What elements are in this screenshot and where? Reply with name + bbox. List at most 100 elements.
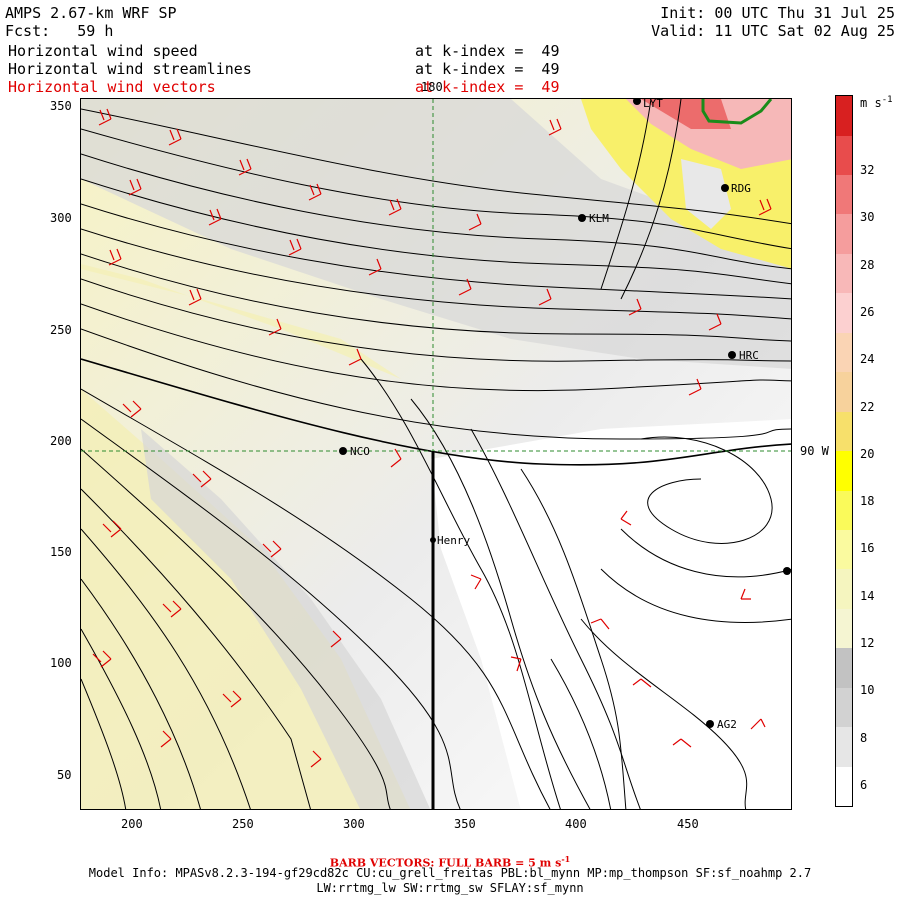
svg-text:AG2: AG2: [717, 718, 737, 731]
colorbar-tick-label: 12: [860, 636, 875, 650]
colorbar-unit-exp: -1: [881, 95, 893, 105]
field-name-vectors: Horizontal wind vectors: [8, 78, 216, 96]
svg-text:LYT: LYT: [643, 99, 663, 110]
wind-barb: [390, 448, 402, 468]
streamlines: [81, 99, 791, 809]
colorbar-swatch: [836, 372, 852, 412]
field-level-streamlines: at k-index = 49: [415, 60, 560, 78]
model-info-line-2: LW:rrtmg_lw SW:rrtmg_sw SFLAY:sf_mynn: [316, 881, 584, 895]
wind-barb: [628, 298, 642, 316]
wind-barb: [268, 318, 282, 336]
colorbar-swatch: [836, 727, 852, 767]
coastline: [701, 99, 773, 125]
colorbar-swatch: [836, 293, 852, 333]
y-tick-label: 250: [50, 323, 72, 337]
colorbar-swatch: [836, 96, 852, 136]
wind-barb: [222, 690, 242, 708]
colorbar-tick-label: 14: [860, 588, 875, 603]
y-tick-label: 300: [50, 211, 72, 225]
wind-barb: [128, 178, 142, 196]
stations: LYT RDG KLM HRC NCO Henry: [339, 99, 791, 731]
wind-barb: [108, 248, 122, 266]
wind-barb: [632, 678, 652, 688]
wind-barb: [238, 158, 252, 176]
station-klm: KLM: [578, 212, 609, 225]
wind-barb: [288, 238, 302, 256]
colorbar-swatch: [836, 608, 852, 649]
station-unlabeled: [783, 567, 791, 575]
y-tick-label: 50: [57, 768, 72, 782]
colorbar-tick-label: 16: [860, 541, 875, 556]
wind-barb: [388, 198, 402, 216]
field-name-streamlines: Horizontal wind streamlines: [8, 60, 252, 78]
svg-text:NCO: NCO: [350, 445, 370, 458]
station-rdg: RDG: [721, 182, 751, 195]
colorbar-swatch: [836, 648, 852, 688]
x-tick-label: 200: [121, 817, 143, 831]
speed-band-gray-upper: [81, 99, 791, 369]
colorbar-swatch: [836, 253, 852, 294]
y-tick-label: 200: [50, 434, 72, 448]
init-time: Init: 00 UTC Thu 31 Jul 25: [660, 4, 895, 22]
field-level-wind-speed: at k-index = 49: [415, 42, 560, 60]
model-info-line-1: Model Info: MPASv8.2.3-194-gf29cd82c CU:…: [88, 866, 812, 880]
colorbar-swatch: [836, 529, 852, 570]
wind-barbs: [92, 108, 772, 768]
svg-text:HRC: HRC: [739, 349, 759, 362]
valid-time: Valid: 11 UTC Sat 02 Aug 25: [651, 22, 895, 40]
colorbar-tick-label: 26: [860, 304, 875, 319]
colorbar-tick-label: 22: [860, 399, 875, 414]
colorbar-tick-label: 30: [860, 210, 875, 225]
speed-calm-region: [431, 419, 791, 809]
colorbar-swatch: [836, 332, 852, 373]
y-tick-label: 150: [50, 545, 72, 559]
colorbar-tick-label: 18: [860, 494, 875, 509]
wind-barb: [162, 600, 182, 618]
wind-barb: [458, 278, 472, 296]
colorbar-swatch: [836, 214, 852, 254]
wind-barb: [310, 750, 322, 768]
x-tick-label: 250: [232, 817, 254, 831]
wind-barb: [98, 108, 112, 126]
station-lyt: LYT: [633, 99, 663, 110]
wind-barb: [758, 198, 772, 216]
wind-barb: [368, 258, 382, 276]
colorbar-unit: m s-1: [860, 95, 893, 110]
wind-barb: [92, 650, 112, 668]
svg-text:Henry: Henry: [437, 534, 470, 547]
colorbar-swatch: [836, 687, 852, 728]
station-henry: Henry: [430, 534, 470, 547]
wind-barb: [538, 288, 552, 306]
colorbar-swatch: [836, 135, 852, 175]
speed-band-gray-lower: [141, 429, 431, 809]
wind-barb: [160, 730, 172, 748]
colorbar-tick-label: 32: [860, 163, 875, 177]
wind-barb: [672, 738, 692, 748]
barb-note-text: BARB VECTORS: FULL BARB = 5 m s: [329, 856, 562, 870]
wind-barb: [262, 540, 282, 558]
colorbar-swatch: [836, 451, 852, 491]
colorbar-tick-label: 20: [860, 446, 875, 461]
wind-barb: [470, 574, 482, 590]
wind-barb: [708, 313, 722, 331]
wind-map-canvas: LYT RDG KLM HRC NCO Henry: [81, 99, 791, 809]
y-tick-label: 350: [50, 99, 72, 113]
meridian-label: 180: [421, 80, 443, 94]
wind-barb: [548, 118, 562, 136]
wind-barb: [590, 618, 610, 630]
parallel-label: 90 W: [800, 444, 829, 458]
station-ag2: AG2: [706, 718, 737, 731]
wind-barb: [510, 656, 522, 672]
colorbar: [835, 95, 853, 807]
field-level-vectors: at k-index = 49: [415, 78, 560, 96]
field-name-wind-speed: Horizontal wind speed: [8, 42, 198, 60]
grid-lines: [81, 99, 791, 452]
y-tick-label: 100: [50, 656, 72, 670]
colorbar-swatch: [836, 490, 852, 530]
wind-barb: [688, 378, 702, 396]
colorbar-tick-label: 10: [860, 683, 875, 698]
colorbar-swatches: [836, 96, 852, 806]
colorbar-unit-text: m s: [860, 96, 882, 110]
colorbar-tick-label: 28: [860, 257, 875, 272]
x-tick-label: 350: [454, 817, 476, 831]
